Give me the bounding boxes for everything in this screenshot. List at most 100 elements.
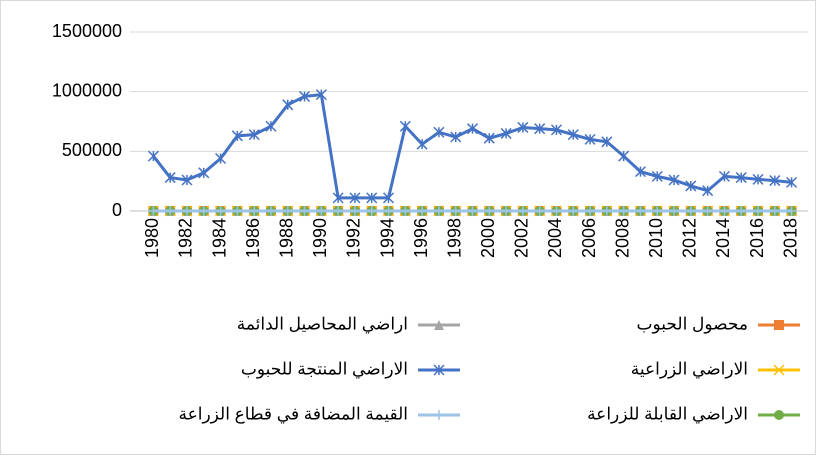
- marker: [484, 206, 495, 216]
- marker: [501, 206, 512, 216]
- x-tick-label: 1992: [344, 218, 364, 258]
- marker: [366, 206, 377, 216]
- marker: [735, 172, 747, 184]
- x-tick-label: 2016: [747, 218, 767, 258]
- x-tick-label: 1982: [176, 218, 196, 258]
- marker: [382, 192, 395, 204]
- y-tick-label: 500000: [62, 140, 122, 160]
- marker: [349, 206, 360, 216]
- marker: [434, 320, 444, 330]
- marker: [215, 206, 226, 216]
- y-tick-label: 1000000: [52, 80, 122, 100]
- marker: [433, 126, 445, 138]
- legend-label: اراضي المحاصيل الدائمة: [237, 314, 408, 334]
- marker: [718, 170, 730, 182]
- marker: [774, 320, 784, 330]
- x-tick-label: 1996: [411, 218, 431, 258]
- x-tick-label: 1990: [310, 218, 330, 258]
- x-tick-label: 1984: [209, 218, 229, 258]
- marker: [181, 174, 193, 186]
- x-tick-label: 1988: [277, 218, 297, 258]
- x-tick-label: 1994: [377, 218, 397, 258]
- x-tick-label: 2004: [545, 218, 565, 258]
- marker: [215, 152, 227, 165]
- x-tick-label: 2014: [713, 218, 733, 258]
- marker: [164, 172, 176, 184]
- marker: [165, 206, 176, 216]
- marker: [702, 206, 713, 216]
- marker: [333, 206, 344, 216]
- marker: [433, 364, 445, 376]
- marker: [752, 173, 764, 185]
- marker: [651, 170, 663, 182]
- marker: [483, 132, 495, 144]
- legend-label: الاراضي الزراعية: [631, 359, 748, 379]
- marker: [774, 410, 784, 420]
- y-tick-label: 1500000: [52, 21, 122, 41]
- marker: [316, 206, 327, 216]
- marker: [669, 206, 680, 216]
- marker: [349, 192, 361, 204]
- marker: [315, 89, 327, 101]
- marker: [601, 136, 613, 148]
- marker: [416, 138, 428, 150]
- marker: [550, 124, 563, 136]
- x-tick-label: 2012: [680, 218, 700, 258]
- marker: [635, 206, 646, 216]
- marker: [148, 206, 159, 216]
- marker: [383, 206, 394, 216]
- legend-label: الاراضي القابلة للزراعة: [587, 404, 748, 424]
- marker: [618, 150, 630, 162]
- legend-label: محصول الحبوب: [637, 314, 748, 334]
- marker: [299, 90, 311, 102]
- marker: [282, 99, 294, 111]
- marker: [769, 175, 781, 187]
- marker: [299, 206, 310, 216]
- marker: [466, 123, 479, 135]
- x-tick-label: 1998: [444, 218, 464, 258]
- marker: [769, 206, 780, 216]
- marker: [584, 133, 596, 145]
- marker: [265, 120, 277, 132]
- y-tick-label: 0: [112, 200, 122, 220]
- marker: [434, 410, 444, 420]
- marker: [265, 206, 276, 216]
- x-tick-label: 2018: [780, 218, 800, 258]
- x-tick-label: 2010: [646, 218, 666, 258]
- marker: [685, 180, 697, 192]
- marker: [652, 206, 663, 216]
- x-tick-label: 2002: [512, 218, 532, 258]
- marker: [282, 206, 293, 216]
- x-tick-label: 1980: [142, 218, 162, 258]
- marker: [568, 206, 579, 216]
- marker: [786, 176, 798, 188]
- marker: [534, 123, 546, 135]
- marker: [249, 206, 260, 216]
- marker: [366, 192, 378, 204]
- marker: [601, 206, 612, 216]
- marker: [231, 130, 243, 142]
- marker: [500, 127, 512, 139]
- marker: [232, 206, 243, 216]
- marker: [719, 206, 730, 216]
- marker: [702, 185, 714, 197]
- x-tick-label: 1986: [243, 218, 263, 258]
- marker: [248, 129, 260, 141]
- marker: [332, 192, 344, 204]
- marker: [786, 206, 797, 216]
- marker: [567, 129, 579, 141]
- x-tick-label: 2008: [612, 218, 632, 258]
- x-tick-label: 2000: [478, 218, 498, 258]
- marker: [467, 206, 478, 216]
- marker: [450, 206, 461, 216]
- marker: [517, 121, 529, 133]
- x-tick-label: 2006: [579, 218, 599, 258]
- marker: [400, 206, 411, 216]
- marker: [399, 120, 411, 132]
- marker: [773, 364, 785, 376]
- marker: [736, 206, 747, 216]
- marker: [147, 150, 159, 162]
- marker: [685, 206, 696, 216]
